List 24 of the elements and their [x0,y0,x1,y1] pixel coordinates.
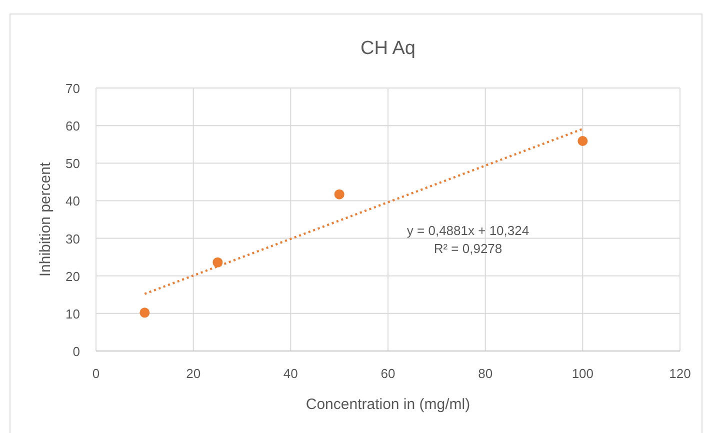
point [334,189,344,200]
x-tick-label: 120 [669,366,691,381]
x-tick-label: 100 [572,366,594,381]
point [140,308,150,318]
x-axis-title: Concentration in (mg/ml) [306,396,470,413]
y-tick-label: 40 [66,194,80,209]
point [212,257,223,268]
x-tick-label: 40 [283,366,298,381]
y-tick-label: 20 [66,268,80,284]
annotation: y = 0,4881x + 10,324 [406,223,530,238]
x-tick-label: 0 [92,366,100,381]
x-tick-label: 20 [186,366,201,381]
y-tick-label: 10 [66,306,80,322]
y-tick-label: 30 [66,231,80,246]
annotation: R² = 0,9278 [434,241,502,256]
chart-title: CH Aq [360,38,416,59]
point [578,136,588,146]
y-tick-label: 70 [66,81,80,96]
x-tick-label: 80 [478,366,493,381]
y-tick-label: 60 [66,118,80,134]
x-tick-label: 60 [380,366,396,381]
y-tick-label: 50 [66,156,80,172]
y-tick-label: 0 [72,344,80,359]
y-axis-title: Inhibition percent [37,162,54,277]
